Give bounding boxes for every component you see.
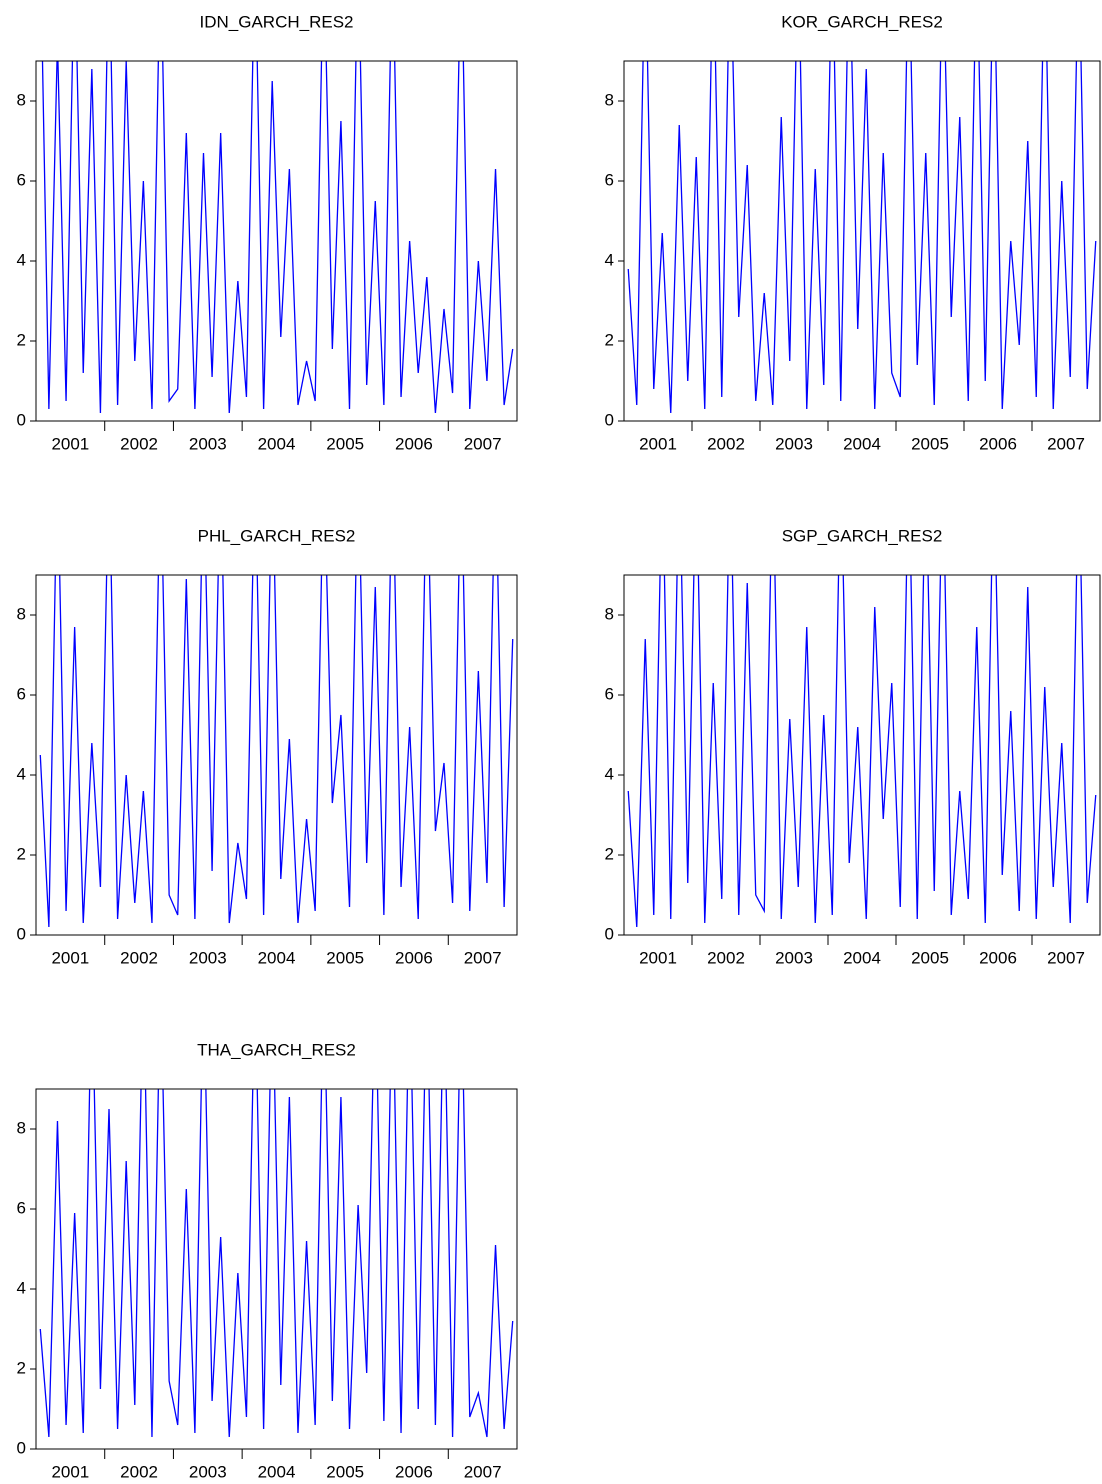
x-tick-label: 2003	[775, 948, 813, 967]
x-tick-label: 2005	[326, 434, 364, 453]
x-tick-label: 2004	[258, 1462, 296, 1481]
x-tick-label: 2001	[51, 1462, 89, 1481]
x-tick-label: 2007	[464, 1462, 502, 1481]
x-tick-label: 2002	[120, 948, 158, 967]
x-tick-label: 2002	[120, 1462, 158, 1481]
x-tick-label: 2004	[843, 434, 881, 453]
x-tick-label: 2007	[1047, 948, 1085, 967]
y-tick-label: 4	[17, 1278, 26, 1297]
y-tick-label: 2	[17, 330, 26, 349]
y-tick-label: 8	[17, 604, 26, 623]
x-tick-label: 2006	[395, 948, 433, 967]
chart-title: THA_GARCH_RES2	[197, 1040, 356, 1059]
x-tick-label: 2007	[1047, 434, 1085, 453]
x-tick-label: 2007	[464, 434, 502, 453]
x-tick-label: 2003	[775, 434, 813, 453]
chart-title: KOR_GARCH_RES2	[781, 12, 943, 31]
plot-frame	[35, 60, 518, 422]
y-tick-label: 8	[17, 90, 26, 109]
y-tick-label: 8	[17, 1118, 26, 1137]
x-tick-label: 2005	[326, 948, 364, 967]
y-tick-label: 2	[17, 1358, 26, 1377]
x-tick-label: 2005	[326, 1462, 364, 1481]
data-line	[627, 61, 1097, 414]
y-tick-label: 6	[605, 684, 614, 703]
x-tick-label: 2003	[189, 1462, 227, 1481]
plot-frame	[623, 60, 1101, 422]
x-tick-label: 2001	[51, 948, 89, 967]
y-tick-label: 8	[605, 604, 614, 623]
x-tick-label: 2002	[707, 948, 745, 967]
x-tick-label: 2006	[395, 1462, 433, 1481]
y-tick-label: 4	[17, 764, 26, 783]
data-line	[39, 575, 514, 928]
y-tick-label: 0	[605, 410, 614, 429]
chart-title: IDN_GARCH_RES2	[200, 12, 354, 31]
y-tick-label: 0	[17, 410, 26, 429]
x-tick-label: 2006	[979, 434, 1017, 453]
y-tick-label: 2	[605, 844, 614, 863]
y-tick-label: 6	[605, 170, 614, 189]
x-tick-label: 2004	[258, 948, 296, 967]
x-tick-label: 2002	[120, 434, 158, 453]
x-tick-label: 2005	[911, 948, 949, 967]
y-tick-label: 6	[17, 170, 26, 189]
chart-title: SGP_GARCH_RES2	[782, 526, 943, 545]
x-tick-label: 2003	[189, 434, 227, 453]
x-tick-label: 2006	[395, 434, 433, 453]
x-tick-label: 2004	[258, 434, 296, 453]
chart-title: PHL_GARCH_RES2	[198, 526, 356, 545]
y-tick-label: 6	[17, 684, 26, 703]
data-line	[627, 575, 1097, 928]
x-tick-label: 2006	[979, 948, 1017, 967]
y-tick-label: 2	[605, 330, 614, 349]
y-tick-label: 0	[17, 924, 26, 943]
x-tick-label: 2007	[464, 948, 502, 967]
y-tick-label: 0	[605, 924, 614, 943]
y-tick-label: 0	[17, 1438, 26, 1457]
data-line	[39, 1089, 514, 1438]
y-tick-label: 6	[17, 1198, 26, 1217]
plot-frame	[35, 1088, 518, 1450]
y-tick-label: 4	[605, 764, 614, 783]
y-tick-label: 4	[605, 250, 614, 269]
x-tick-label: 2001	[639, 948, 677, 967]
x-tick-label: 2002	[707, 434, 745, 453]
x-tick-label: 2004	[843, 948, 881, 967]
x-tick-label: 2001	[639, 434, 677, 453]
x-tick-label: 2005	[911, 434, 949, 453]
plot-frame	[35, 574, 518, 936]
y-tick-label: 4	[17, 250, 26, 269]
y-tick-label: 8	[605, 90, 614, 109]
x-tick-label: 2001	[51, 434, 89, 453]
plot-frame	[623, 574, 1101, 936]
x-tick-label: 2003	[189, 948, 227, 967]
y-tick-label: 2	[17, 844, 26, 863]
data-line	[41, 61, 514, 414]
